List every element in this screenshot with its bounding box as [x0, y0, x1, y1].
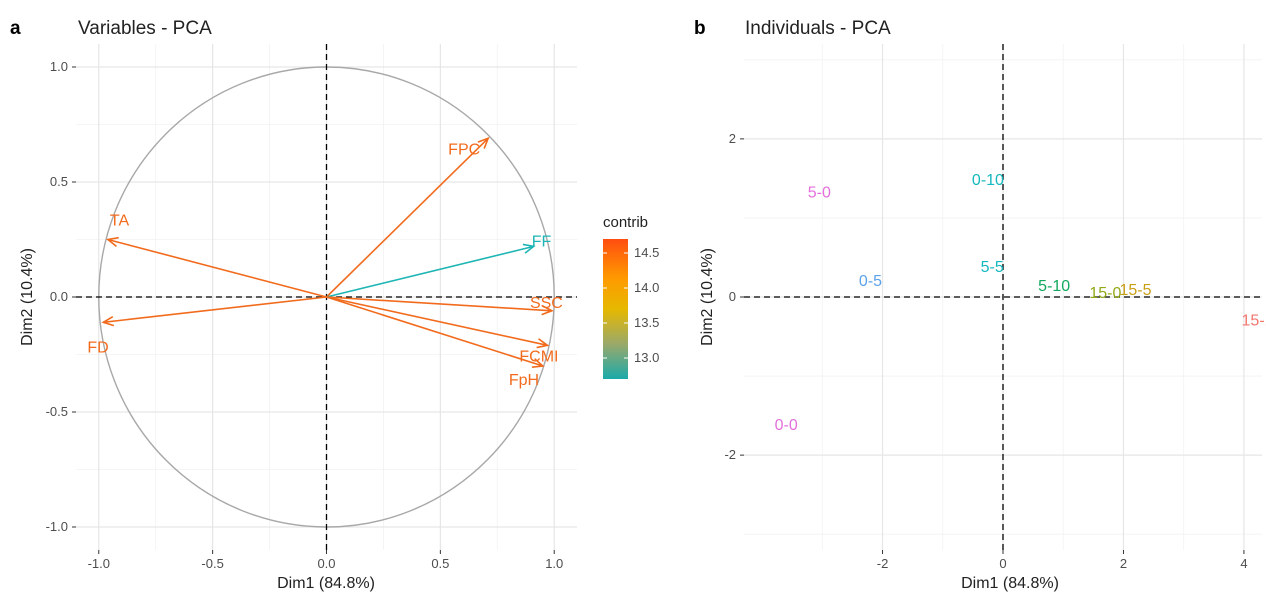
- point-label-0-10: 0-10: [972, 172, 1004, 189]
- x-tick-label: 0: [999, 556, 1006, 571]
- y-tick-label: 2: [729, 131, 736, 146]
- arrowhead-fpc: [477, 136, 490, 149]
- legend-tick-label: 13.5: [634, 315, 659, 330]
- variable-label-ssc: SSC: [530, 295, 563, 312]
- x-tick-label: -2: [877, 556, 889, 571]
- arrowhead-fcmi: [536, 338, 550, 349]
- point-label-0-0: 0-0: [775, 417, 798, 434]
- point-label-15-0: 15-0: [1089, 285, 1121, 302]
- panel-a-xlabel: Dim1 (84.8%): [277, 575, 375, 592]
- legend-tick-label: 14.5: [634, 245, 659, 260]
- arrowhead-fd: [101, 316, 115, 327]
- point-label-0-5: 0-5: [859, 273, 882, 290]
- x-tick-label: 0.5: [431, 556, 449, 571]
- legend-ticks: 14.5 14.0 13.5 13.0: [603, 245, 659, 365]
- arrow-fcmi: [326, 296, 548, 347]
- panel-b-plot: -2 0 2 4 -2 0 2 5-0 0-10 0-5 5-5 5-10 15-015-5 15-10 0…: [724, 44, 1266, 571]
- x-tick-label: 1.0: [545, 556, 563, 571]
- variable-label-fph: FpH: [509, 372, 539, 389]
- x-tick-label: 0.0: [317, 556, 335, 571]
- arrowhead-ssc: [541, 305, 554, 316]
- legend-colorbar: [603, 239, 628, 379]
- panel-a-title: Variables - PCA: [78, 18, 212, 39]
- variable-label-fpc: FPC: [448, 141, 480, 158]
- legend-tick-label: 14.0: [634, 280, 659, 295]
- arrowhead-fph: [531, 358, 545, 369]
- point-label-15-5: 15-5: [1119, 282, 1151, 299]
- arrowhead-ff: [522, 243, 536, 254]
- panel-a-letter: a: [10, 18, 21, 39]
- x-tick-label: -0.5: [201, 556, 223, 571]
- x-tick-label: 4: [1240, 556, 1247, 571]
- x-tick-label: 2: [1120, 556, 1127, 571]
- panel-a-ylabel: Dim2 (10.4%): [19, 248, 36, 346]
- legend-tick-label: 13.0: [634, 350, 659, 365]
- arrow-ssc: [326, 296, 552, 312]
- y-tick-label: 1.0: [50, 59, 68, 74]
- y-tick-label: -1.0: [46, 519, 68, 534]
- point-label-5-5: 5-5: [981, 259, 1004, 276]
- panel-a-plot: -1.0 -0.5 0.0 0.5 1.0 -1.0 -0.5 0.0 0.5 1.0 FPC FF T…: [46, 44, 577, 571]
- arrow-fph: [326, 296, 544, 367]
- y-tick-label: -0.5: [46, 404, 68, 419]
- variable-label-ff: FF: [532, 233, 552, 250]
- panel-b-letter: b: [694, 18, 706, 39]
- legend-title: contrib: [603, 214, 648, 231]
- panel-b-xlabel: Dim1 (84.8%): [961, 575, 1059, 592]
- arrow-fd: [103, 296, 327, 324]
- arrow-ta: [107, 238, 327, 298]
- variable-label-fd: FD: [87, 339, 108, 356]
- point-label-5-0: 5-0: [808, 185, 831, 202]
- variable-label-ta: TA: [110, 213, 130, 230]
- y-tick-label: 0.5: [50, 174, 68, 189]
- x-tick-label: -1.0: [88, 556, 110, 571]
- panel-b-ylabel: Dim2 (10.4%): [699, 248, 716, 346]
- arrow-fpc: [325, 137, 489, 298]
- y-tick-label: -2: [724, 447, 736, 462]
- y-tick-label: 0.0: [50, 289, 68, 304]
- arrow-ff: [326, 245, 534, 298]
- point-label-5-10: 5-10: [1038, 278, 1070, 295]
- panel-b-title: Individuals - PCA: [745, 18, 891, 39]
- y-tick-label: 0: [729, 289, 736, 304]
- point-label-15-10: 15-10: [1242, 313, 1266, 330]
- arrowhead-ta: [105, 236, 119, 248]
